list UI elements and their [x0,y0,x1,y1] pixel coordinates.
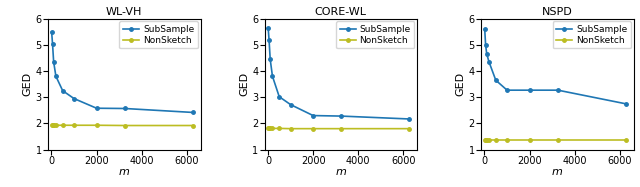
SubSample [309,114,317,117]
SubSample [337,115,345,117]
SubSample [269,75,276,77]
SubSample [48,31,56,33]
SubSample [481,28,488,30]
SubSample [121,107,129,110]
Line: SubSample: SubSample [50,30,195,114]
Y-axis label: GED: GED [23,72,33,96]
SubSample [275,96,283,98]
SubSample [526,89,534,91]
SubSample [49,42,56,45]
SubSample [483,53,491,55]
NonSketch [275,127,283,130]
NonSketch [337,128,345,130]
Line: NonSketch: NonSketch [483,138,627,141]
NonSketch [264,127,272,129]
NonSketch [52,124,60,126]
SubSample [554,89,562,91]
NonSketch [49,124,56,126]
SubSample [50,61,58,63]
NonSketch [309,128,317,130]
Line: NonSketch: NonSketch [50,123,195,127]
SubSample [492,79,500,81]
Legend: SubSample, NonSketch: SubSample, NonSketch [336,21,414,48]
X-axis label: m: m [335,167,346,177]
Legend: SubSample, NonSketch: SubSample, NonSketch [120,21,198,48]
NonSketch [622,139,630,141]
SubSample [482,44,490,46]
NonSketch [50,124,58,126]
SubSample [189,111,196,114]
NonSketch [121,124,129,127]
X-axis label: m: m [119,167,130,177]
SubSample [93,107,100,109]
NonSketch [481,139,488,141]
Y-axis label: GED: GED [456,72,466,96]
SubSample [264,27,272,29]
Y-axis label: GED: GED [239,72,249,96]
SubSample [287,103,294,106]
NonSketch [48,124,56,126]
Line: NonSketch: NonSketch [266,126,411,130]
NonSketch [189,124,196,127]
SubSample [503,89,511,91]
Line: SubSample: SubSample [483,27,627,105]
SubSample [405,118,413,120]
NonSketch [482,139,490,141]
NonSketch [554,139,562,141]
Title: NSPD: NSPD [542,7,573,16]
NonSketch [485,139,493,141]
SubSample [266,58,274,60]
SubSample [622,103,630,105]
NonSketch [266,127,274,130]
NonSketch [59,124,67,126]
NonSketch [265,127,273,129]
NonSketch [269,127,276,130]
Title: WL-VH: WL-VH [106,7,143,16]
X-axis label: m: m [552,167,563,177]
NonSketch [93,124,100,126]
SubSample [59,90,67,92]
NonSketch [70,124,78,126]
NonSketch [526,139,534,141]
NonSketch [503,139,511,141]
NonSketch [287,128,294,130]
SubSample [265,39,273,41]
SubSample [70,97,78,100]
SubSample [52,75,60,77]
Title: CORE-WL: CORE-WL [315,7,367,16]
Line: SubSample: SubSample [266,26,411,121]
NonSketch [492,139,500,141]
Legend: SubSample, NonSketch: SubSample, NonSketch [552,21,631,48]
NonSketch [405,128,413,130]
NonSketch [483,139,491,141]
SubSample [485,61,493,63]
